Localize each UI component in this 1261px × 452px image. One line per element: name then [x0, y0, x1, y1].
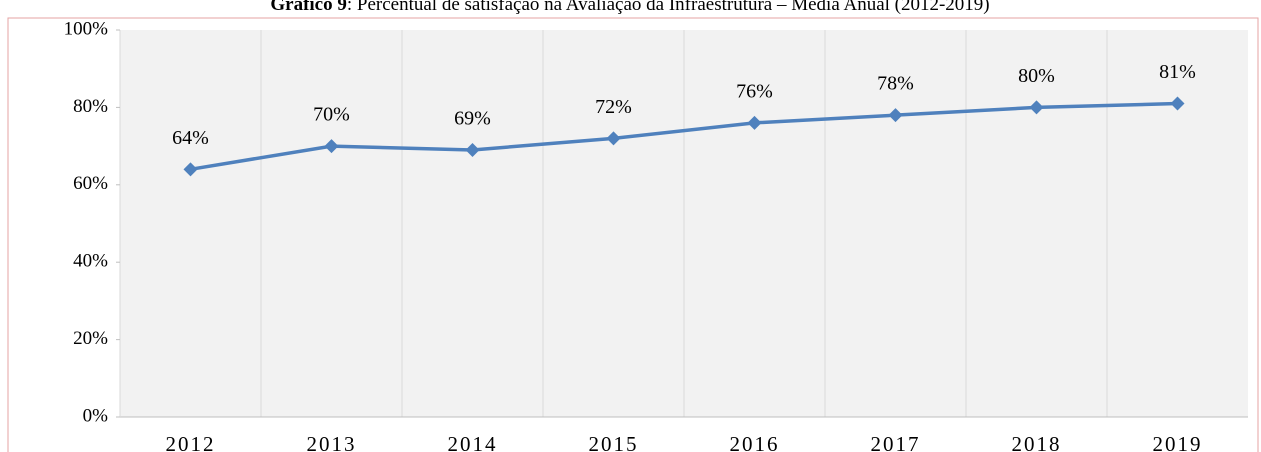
- y-tick-label: 0%: [83, 405, 109, 426]
- data-label: 78%: [877, 73, 914, 95]
- data-point: [1170, 96, 1185, 111]
- x-tick-label: 2013: [307, 432, 357, 452]
- data-point: [1029, 100, 1044, 115]
- x-tick-label: 2018: [1012, 432, 1062, 452]
- x-tick-label: 2012: [166, 432, 216, 452]
- data-label: 72%: [595, 96, 632, 118]
- x-tick-label: 2019: [1153, 432, 1203, 452]
- x-tick-label: 2014: [448, 432, 498, 452]
- chart-title: Gráfico 9: Percentual de satisfação na A…: [270, 0, 989, 15]
- data-point: [465, 142, 480, 157]
- x-tick-label: 2017: [871, 432, 921, 452]
- data-label: 69%: [454, 108, 491, 130]
- data-label: 76%: [736, 80, 773, 102]
- data-label: 64%: [172, 127, 209, 149]
- data-label: 80%: [1018, 65, 1055, 87]
- y-tick-label: 60%: [73, 173, 108, 194]
- x-tick-label: 2015: [589, 432, 639, 452]
- y-tick-label: 40%: [73, 251, 108, 272]
- x-tick-label: 2016: [730, 432, 780, 452]
- data-point: [606, 131, 621, 146]
- data-label: 70%: [313, 104, 350, 126]
- data-point: [324, 139, 339, 154]
- data-point: [747, 115, 762, 130]
- title-prefix: Gráfico 9: [270, 0, 347, 15]
- data-label: 81%: [1159, 61, 1196, 83]
- title-text: : Percentual de satisfação na Avaliação …: [347, 0, 990, 15]
- y-tick-label: 20%: [73, 328, 108, 349]
- y-tick-label: 80%: [73, 96, 108, 117]
- data-point: [888, 108, 903, 123]
- y-tick-label: 100%: [64, 18, 109, 39]
- series-line: [190, 101, 1178, 172]
- data-point: [183, 162, 198, 177]
